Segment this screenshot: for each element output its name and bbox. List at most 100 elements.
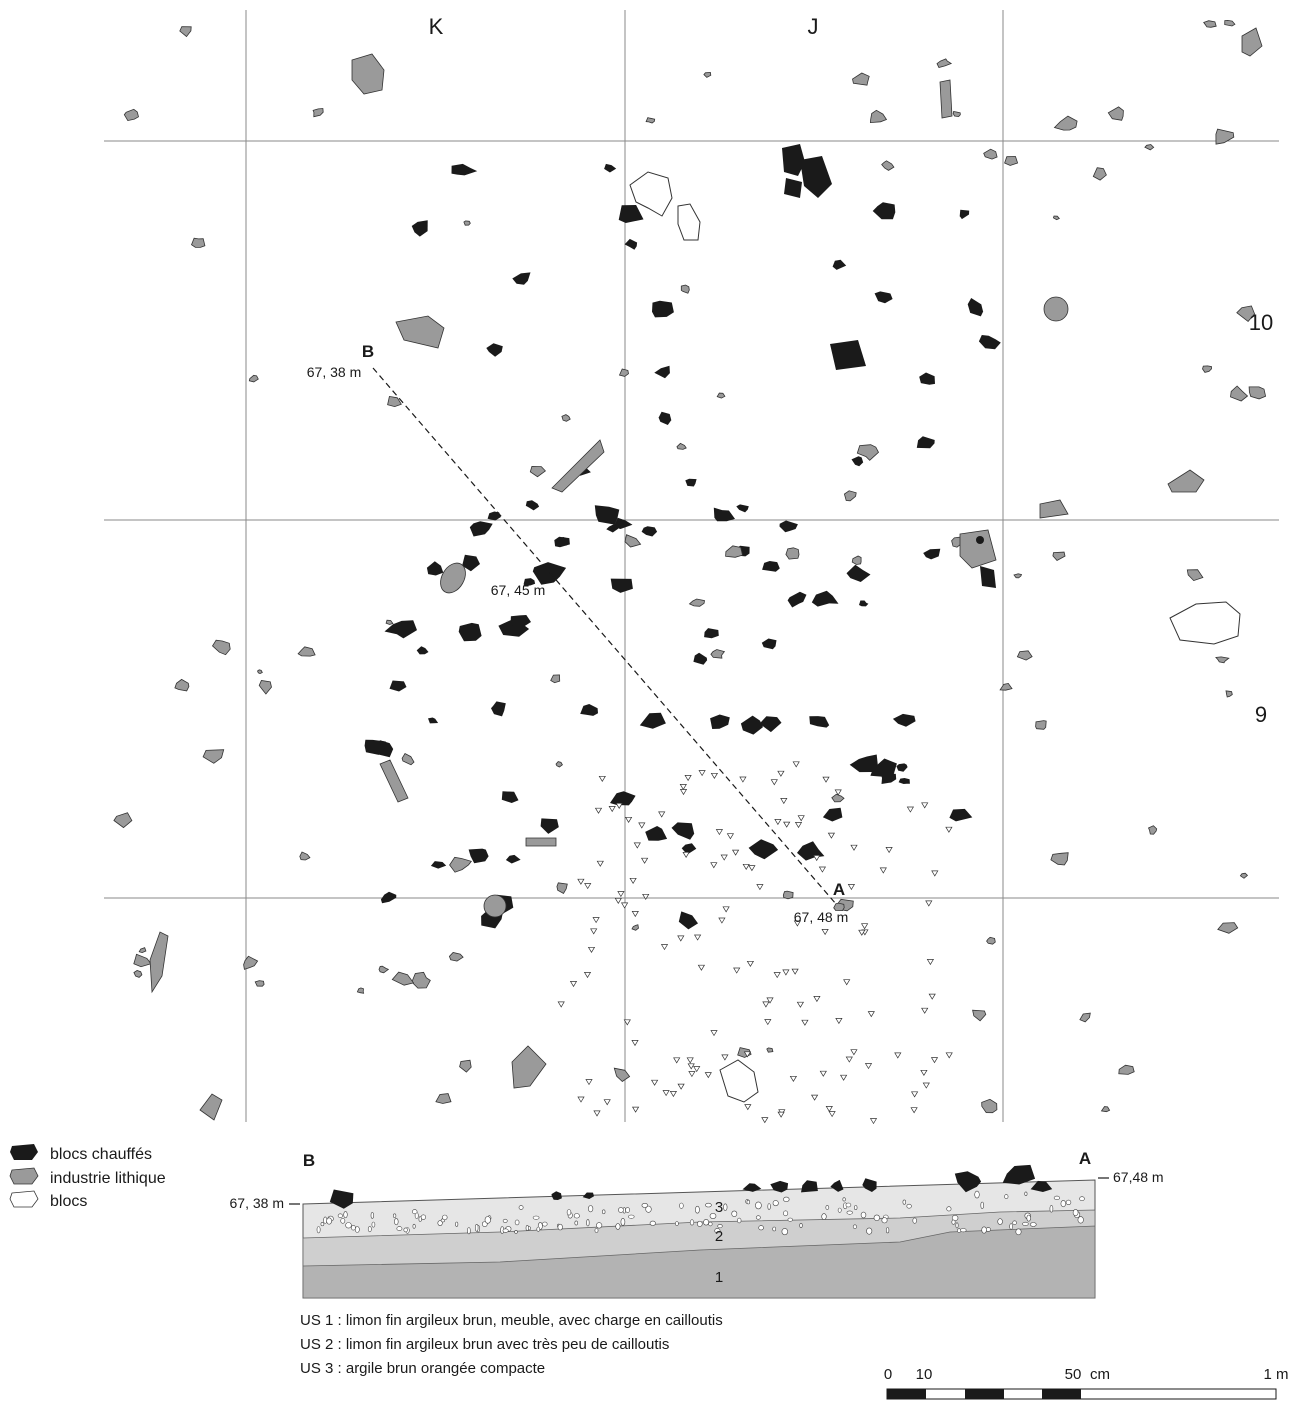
small-artifact [677,935,685,942]
lithic-find [463,220,471,226]
heated-block [832,259,847,270]
small-artifact [860,923,869,930]
block-shape [719,1059,759,1103]
heated-block [685,478,697,487]
heated-block [693,652,708,665]
lithic-find [1230,385,1249,402]
heated-block [487,511,501,521]
heated-block [809,716,830,728]
lithic-find [550,674,561,684]
pebble [620,1218,626,1226]
pebble [689,1219,695,1226]
legend-label-lithic: industrie lithique [50,1170,166,1187]
pebble [781,1228,788,1236]
lithic-find [1107,106,1124,121]
pebble [736,1217,742,1224]
small-artifact [810,1094,819,1101]
heated-block [501,791,519,803]
pebble [906,1203,912,1209]
lithic-find [680,284,690,294]
section-layer-1-label: 1 [715,1269,723,1286]
heated-block [736,504,749,513]
pebble [502,1218,508,1223]
small-artifact [819,1070,827,1077]
small-artifact [930,1057,939,1064]
scale-tick-50: 50 [1065,1366,1082,1383]
small-artifact [867,1011,875,1018]
lithic-find [138,947,147,954]
small-artifact [617,891,625,898]
section-heated-block [1030,1180,1053,1192]
lithic-find [999,682,1013,691]
heated-block [505,854,521,864]
small-artifact [577,878,585,885]
heated-block [748,839,779,860]
pebble [853,1205,858,1210]
lithic-find [1167,469,1205,493]
heated-block [851,456,864,467]
small-artifact [813,996,821,1003]
small-artifact [843,979,851,986]
heated-block [491,701,506,717]
pebble [536,1226,541,1232]
small-artifact [615,802,623,809]
pebble [997,1218,1003,1225]
heated-block [978,335,1001,350]
pebble [323,1216,328,1224]
pebble [367,1226,372,1233]
pebble [412,1209,418,1215]
section-heated-block [954,1171,982,1193]
pebble [1015,1228,1022,1236]
heated-block [713,507,735,522]
small-artifact [910,1091,919,1098]
small-artifact [569,981,578,988]
lithic-find [618,368,629,377]
small-artifact [577,1096,585,1103]
lithic-find [852,72,870,86]
pebble [717,1224,723,1229]
small-artifact [557,1001,565,1008]
lithic-find [149,931,169,994]
pebble [746,1199,750,1205]
small-artifact [594,807,603,814]
small-artifact [789,1075,798,1082]
pebble [799,1223,803,1229]
lithic-find [1203,20,1217,28]
profile-line [372,367,837,905]
section-heated-block [582,1192,594,1199]
point-b-altitude: 67, 38 m [307,364,361,380]
lithic-find [766,1047,774,1053]
lithic-find [959,529,997,569]
lithic-find [939,79,953,119]
lithic-find [297,646,316,657]
pebble [1012,1220,1017,1225]
small-artifact [864,1063,873,1070]
lithic-find [1035,720,1047,730]
pebble [594,1228,599,1233]
small-artifact [825,1106,833,1113]
scale-segment [965,1389,1004,1399]
lithic-find [1050,852,1069,866]
small-artifact [669,1091,678,1098]
scale-tick-1m: 1 m [1263,1366,1288,1383]
heated-block [787,591,807,608]
pebble [420,1214,427,1220]
heated-block [411,220,428,237]
pebble [455,1221,459,1227]
lithic-find [511,1045,547,1089]
heated-block [458,622,482,642]
heated-block [784,178,802,198]
pebble [628,1214,635,1219]
heated-block [949,808,973,822]
excavation-grid [104,10,1279,1122]
lithic-find [243,955,259,970]
pebble [787,1217,793,1222]
small-artifact [828,1111,836,1118]
small-artifact [794,822,803,829]
small-artifact [821,929,829,936]
pebble [645,1205,652,1213]
pebble [475,1224,479,1232]
lithic-find [782,890,794,900]
small-artifact [744,1104,752,1111]
